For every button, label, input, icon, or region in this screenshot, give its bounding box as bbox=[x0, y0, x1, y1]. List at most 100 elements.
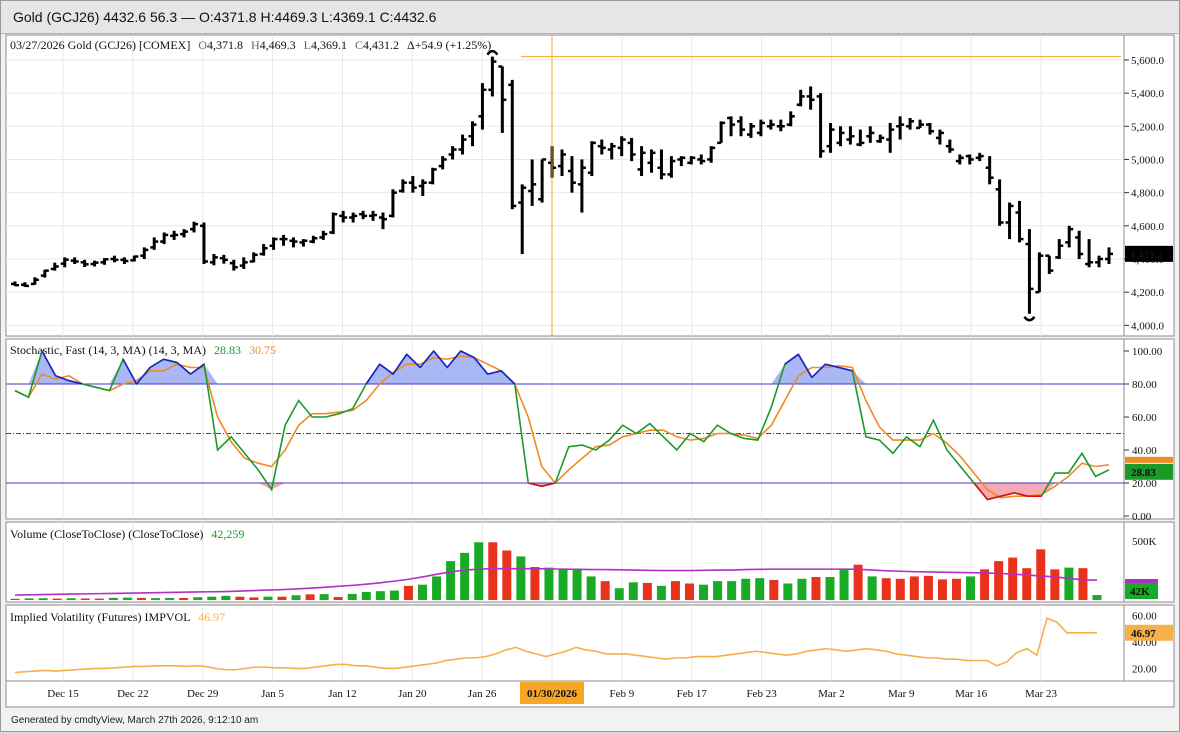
volume-ma-box bbox=[1125, 579, 1158, 583]
stochastic-k-oversold bbox=[528, 482, 542, 488]
ohlc-bar bbox=[70, 257, 79, 264]
price-header: 03/27/2026 Gold (GCJ26) [COMEX] O4,371.8… bbox=[10, 38, 491, 52]
ohlc-bar bbox=[20, 282, 29, 288]
ohlc-bar bbox=[418, 179, 427, 196]
ohlc-bar bbox=[1035, 252, 1044, 294]
price-tick-label: 5,000.0 bbox=[1131, 154, 1165, 166]
iv-panel bbox=[5, 604, 1125, 682]
ohlc-bar bbox=[806, 86, 815, 110]
ohlc-bar bbox=[269, 237, 278, 250]
volume-bar bbox=[867, 576, 877, 600]
ohlc-bar bbox=[488, 56, 497, 97]
volume-bar bbox=[1092, 595, 1102, 600]
ohlc-bar bbox=[866, 126, 875, 143]
ohlc-bar bbox=[448, 146, 457, 160]
x-axis-label: Jan 12 bbox=[328, 688, 356, 700]
ohlc-bar bbox=[349, 212, 358, 223]
stochastic-k-oversold bbox=[541, 482, 556, 488]
volume-bar bbox=[586, 576, 596, 600]
volume-bar bbox=[1022, 568, 1032, 600]
volume-bar bbox=[1078, 568, 1088, 600]
ohlc-bar bbox=[398, 179, 407, 193]
volume-ma-line bbox=[14, 567, 1098, 596]
stochastic-k-overbought bbox=[500, 370, 516, 385]
ohlc-bar bbox=[339, 210, 348, 223]
volume-bar bbox=[108, 597, 118, 600]
ohlc-bar bbox=[468, 121, 477, 147]
ohlc-bar bbox=[359, 210, 368, 220]
ohlc-bar bbox=[766, 119, 775, 130]
highlight-date-box bbox=[520, 682, 584, 704]
ohlc-bar bbox=[1105, 247, 1113, 264]
volume-bar bbox=[460, 552, 470, 600]
volume-bar bbox=[642, 582, 652, 600]
price-bars bbox=[11, 35, 1121, 336]
volume-bar bbox=[600, 581, 610, 600]
volume-bar bbox=[249, 597, 259, 600]
ohlc-bar bbox=[1065, 225, 1074, 248]
volume-bar bbox=[375, 591, 385, 600]
volume-panel bbox=[5, 521, 1125, 603]
volume-bar bbox=[614, 588, 624, 600]
ohlc-bar bbox=[647, 149, 656, 173]
volume-bar bbox=[783, 583, 793, 600]
ohlc-bar bbox=[209, 254, 218, 266]
volume-bar bbox=[839, 569, 849, 600]
ohlc-bar bbox=[120, 257, 129, 264]
volume-bar bbox=[207, 596, 217, 600]
x-axis-label: Jan 20 bbox=[398, 688, 427, 700]
change-value: Δ+54.9 (+1.25%) bbox=[407, 38, 491, 52]
ohlc-bar bbox=[1005, 202, 1014, 240]
ohlc-bar bbox=[896, 116, 905, 140]
x-axis-label: Mar 16 bbox=[955, 688, 988, 700]
stochastic-k-overbought bbox=[406, 353, 421, 369]
volume-bar bbox=[713, 581, 723, 600]
ohlc-bar bbox=[130, 255, 139, 262]
iv-tick-label: 20.00 bbox=[1132, 663, 1157, 675]
volume-bar bbox=[305, 594, 315, 600]
high-marker bbox=[486, 49, 499, 56]
volume-bar bbox=[235, 596, 245, 600]
volume-bar bbox=[122, 597, 132, 600]
ohlc-bar bbox=[160, 232, 169, 245]
volume-bar bbox=[291, 595, 301, 600]
x-axis-label: Feb 9 bbox=[609, 688, 634, 700]
ohlc-bar bbox=[279, 234, 288, 246]
volume-bar bbox=[277, 596, 287, 600]
stochastic-k-overbought bbox=[149, 358, 164, 369]
volume-bar bbox=[628, 582, 638, 600]
chart-canvas[interactable]: 03/27/2026 Gold (GCJ26) [COMEX] O4,371.8… bbox=[1, 34, 1179, 734]
volume-bar bbox=[811, 577, 821, 600]
ohlc-bar bbox=[587, 141, 596, 177]
stochastic-k-overbought bbox=[460, 350, 475, 359]
ohlc-bar bbox=[150, 237, 159, 250]
ohlc-bar bbox=[617, 136, 626, 157]
ohlc-bar bbox=[319, 230, 328, 240]
iv-line bbox=[14, 617, 1097, 674]
volume-bar bbox=[853, 564, 863, 600]
volume-bar bbox=[432, 576, 442, 600]
ohlc-bar bbox=[80, 259, 89, 267]
volume-bar bbox=[403, 585, 413, 600]
ohlc-bar bbox=[707, 146, 716, 163]
ohlc-bar bbox=[110, 255, 119, 263]
ohlc-bar bbox=[239, 257, 248, 269]
volume-y-ticks: 500K 42K bbox=[1125, 536, 1158, 599]
ohlc-bar bbox=[1055, 239, 1064, 259]
stochastic-k-box bbox=[1125, 463, 1173, 480]
stochastic-d-line bbox=[14, 355, 1110, 499]
stochastic-k-overbought bbox=[41, 350, 57, 377]
volume-bar bbox=[474, 542, 484, 600]
ohlc-bar bbox=[965, 154, 974, 165]
stochastic-k-overbought bbox=[797, 353, 813, 378]
volume-bar bbox=[755, 578, 765, 600]
ohlc-bar bbox=[50, 262, 59, 271]
ohlc-bar bbox=[826, 122, 835, 153]
stochastic-k-oversold bbox=[973, 482, 989, 501]
ohlc-bar bbox=[229, 259, 238, 271]
volume-bar bbox=[980, 569, 990, 600]
stochastic-k-value: 28.83 bbox=[214, 343, 241, 357]
ohlc-bar bbox=[180, 229, 189, 238]
ohlc-bar bbox=[906, 117, 915, 130]
x-axis-label: Feb 17 bbox=[677, 688, 708, 700]
